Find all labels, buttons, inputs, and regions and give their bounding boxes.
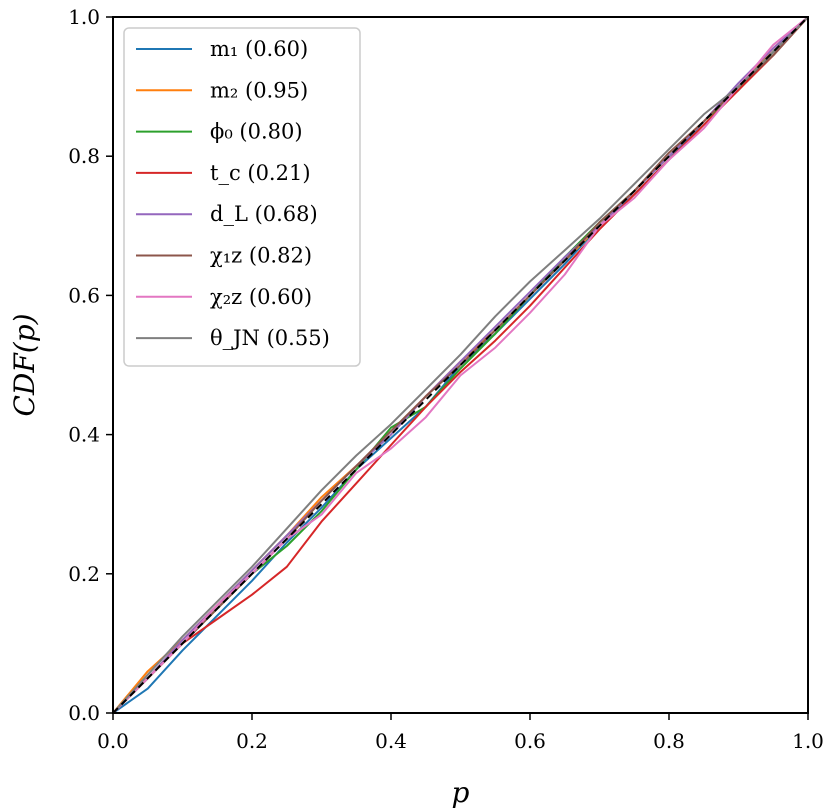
x-tick-label: 0.6 <box>514 729 546 753</box>
legend-label: d_L (0.68) <box>210 202 318 226</box>
y-axis-label: CDF(p) <box>8 313 41 416</box>
diagonal-reference-layer <box>112 16 809 714</box>
y-tick-label: 0.2 <box>68 562 100 586</box>
legend-label: t_c (0.21) <box>210 161 311 185</box>
series-line-8 <box>112 16 809 714</box>
x-tick-label: 0.8 <box>653 729 685 753</box>
y-tick-label: 0.4 <box>68 423 100 447</box>
series-line-4 <box>112 16 809 714</box>
x-tick-label: 0.4 <box>375 729 407 753</box>
legend-label: m₂ (0.95) <box>210 78 308 102</box>
x-tick-label: 0.0 <box>97 729 129 753</box>
series-line-7 <box>112 16 809 714</box>
legend-label: ϕ₀ (0.80) <box>210 120 303 144</box>
plot-frame <box>112 16 809 714</box>
legend-label: χ₂z (0.60) <box>210 285 312 309</box>
y-tick-label: 0.8 <box>68 144 100 168</box>
legend-box <box>123 27 361 367</box>
legend: m₁ (0.60) m₂ (0.95) ϕ₀ (0.80) t_c (0.21) d_L… <box>123 27 361 367</box>
legend-label: θ_JN (0.55) <box>210 326 330 350</box>
diagonal-reference-line <box>112 16 809 714</box>
axes: 0.0 0.2 0.4 0.6 0.8 1.0 0.0 0.2 0.4 0.6 0.8 1.0 <box>68 5 824 753</box>
x-tick-label: 0.2 <box>236 729 268 753</box>
plot-area <box>112 16 809 714</box>
x-axis-label: p <box>452 776 470 809</box>
y-tick-label: 1.0 <box>68 5 100 29</box>
y-tick-label: 0.6 <box>68 283 100 307</box>
legend-label: m₁ (0.60) <box>210 37 308 61</box>
x-tick-label: 1.0 <box>792 729 824 753</box>
y-tick-label: 0.0 <box>68 701 100 725</box>
legend-label: χ₁z (0.82) <box>210 244 312 268</box>
